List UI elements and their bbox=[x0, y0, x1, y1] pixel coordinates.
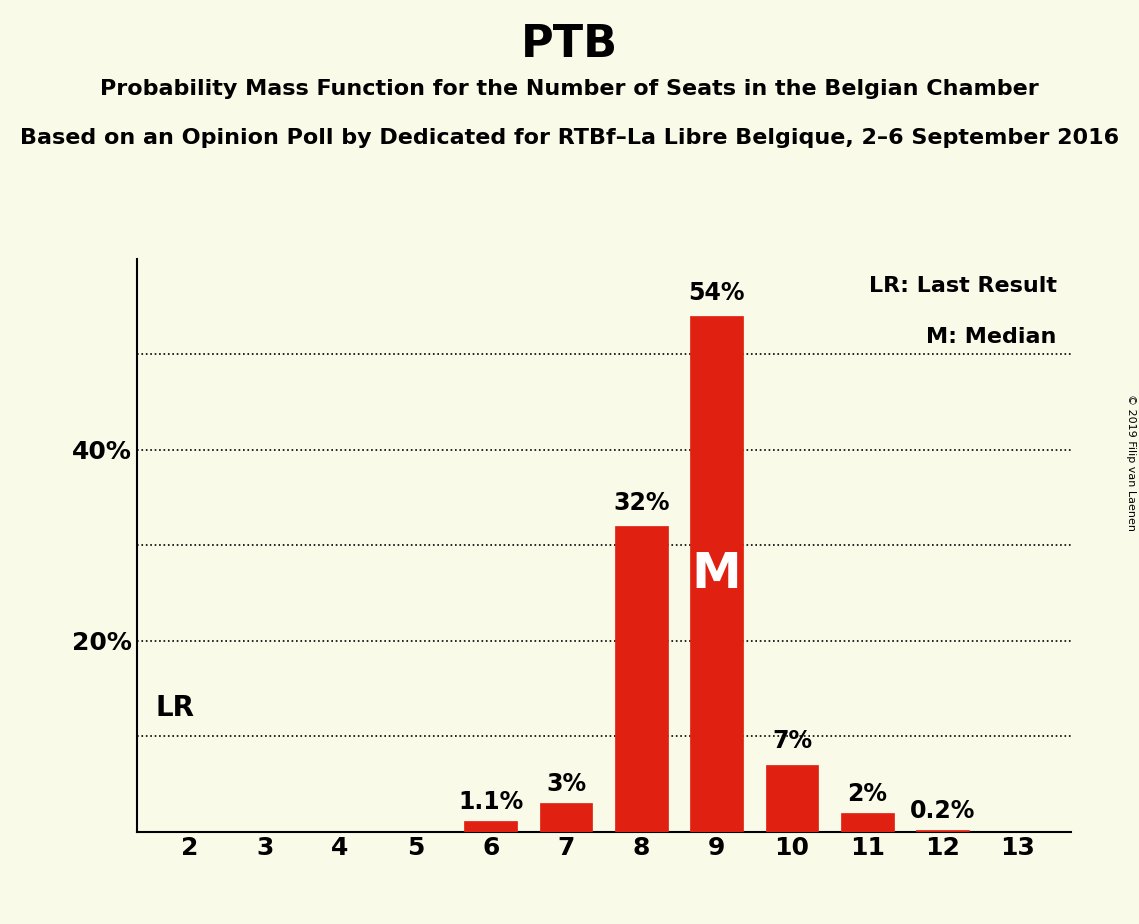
Text: LR: Last Result: LR: Last Result bbox=[869, 276, 1057, 296]
Text: 0.2%: 0.2% bbox=[910, 799, 975, 823]
Text: 2%: 2% bbox=[847, 782, 887, 806]
Bar bbox=[916, 830, 969, 832]
Bar bbox=[465, 821, 517, 832]
Bar bbox=[765, 765, 818, 832]
Text: LR: LR bbox=[156, 694, 195, 722]
Text: Probability Mass Function for the Number of Seats in the Belgian Chamber: Probability Mass Function for the Number… bbox=[100, 79, 1039, 99]
Bar bbox=[841, 812, 894, 832]
Bar bbox=[540, 803, 592, 832]
Text: 3%: 3% bbox=[546, 772, 587, 796]
Text: M: M bbox=[691, 550, 741, 598]
Text: 7%: 7% bbox=[772, 729, 812, 753]
Bar bbox=[615, 526, 667, 832]
Text: 1.1%: 1.1% bbox=[458, 790, 523, 814]
Text: 54%: 54% bbox=[688, 281, 745, 305]
Text: PTB: PTB bbox=[521, 23, 618, 67]
Text: 32%: 32% bbox=[613, 491, 670, 515]
Text: © 2019 Filip van Laenen: © 2019 Filip van Laenen bbox=[1126, 394, 1136, 530]
Bar bbox=[690, 316, 743, 832]
Text: Based on an Opinion Poll by Dedicated for RTBf–La Libre Belgique, 2–6 September : Based on an Opinion Poll by Dedicated fo… bbox=[21, 128, 1118, 148]
Text: M: Median: M: Median bbox=[926, 327, 1057, 347]
